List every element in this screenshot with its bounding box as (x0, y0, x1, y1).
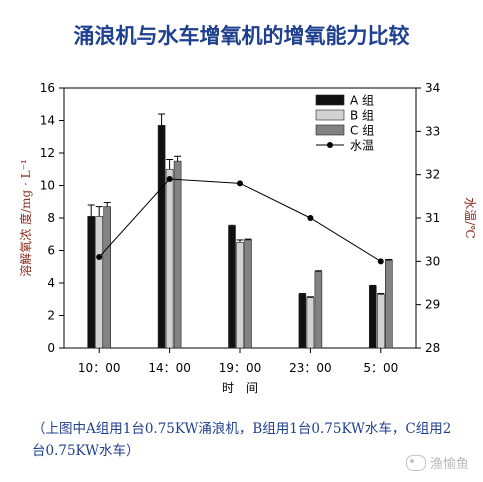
bar-3-2 (173, 160, 182, 349)
temperature-point-4 (307, 215, 314, 221)
watermark-text: 渔愉鱼 (429, 457, 469, 472)
x-tick-label: 14：00 (148, 361, 191, 375)
legend-label-2: B 组 (350, 109, 374, 123)
bar-1-2 (157, 125, 166, 349)
y2-tick-label: 34 (425, 81, 440, 95)
temperature-point-1 (96, 254, 103, 260)
y2-tick-label: 30 (425, 254, 440, 268)
bar-2-1 (95, 216, 103, 349)
bar-2-2 (165, 168, 174, 349)
dissolved-oxygen-chart: 0 2 4 6 8 10 12 14 16 28 29 30 31 32 33 34 10：00 14：00 19：… (18, 81, 477, 395)
bar-2-4 (306, 297, 315, 349)
x-tick-label: 10：00 (78, 361, 121, 375)
y-tick-label: 6 (47, 244, 55, 258)
y2-tick-label: 33 (425, 124, 440, 138)
y-tick-label: 10 (40, 179, 55, 193)
y-tick-label: 4 (47, 276, 55, 290)
x-tick-label: 5：00 (363, 361, 398, 375)
bar-1-4 (298, 294, 307, 349)
axes: 0 2 4 6 8 10 12 14 16 28 29 30 31 32 33 34 10：00 14：00 19：… (18, 81, 477, 395)
chart-caption: （上图中A组用1台0.75KW涌浪机，B组用1台0.75KW水车，C组用2台0.… (32, 421, 452, 459)
y2-tick-label: 28 (425, 341, 440, 355)
temperature-point-3 (237, 180, 243, 187)
watermark: 渔愉鱼 (405, 453, 469, 472)
legend-marker (327, 142, 333, 148)
bar-2-5 (376, 294, 385, 349)
x-tick-label: 19：00 (219, 361, 262, 375)
legend-label-1: A 组 (350, 94, 374, 108)
y-axis-title: 溶解氧浓 度/mg · L⁻¹ (18, 159, 33, 276)
legend-swatch-3 (315, 124, 345, 136)
y-tick-label: 12 (40, 146, 55, 160)
x-axis-title: 时 间 (222, 381, 258, 395)
temperature-line-layer (96, 176, 384, 265)
y2-tick-label: 32 (425, 168, 440, 182)
bar-3-4 (314, 271, 323, 349)
y-tick-label: 8 (47, 211, 55, 225)
chart-title: 涌浪机与水车增氧机的增氧能力比较 (73, 23, 410, 48)
y2-axis-title: 水温/℃ (463, 197, 477, 238)
wechat-icon (405, 454, 426, 471)
bar-3-3 (244, 239, 252, 349)
legend: A 组B 组C 组水温 (315, 94, 374, 153)
y2-tick-label: 31 (425, 211, 440, 225)
bars-layer (87, 113, 393, 349)
y-tick-label: 16 (40, 81, 55, 95)
y-tick-label: 14 (40, 114, 55, 128)
bar-2-3 (236, 242, 244, 349)
legend-label-4: 水温 (350, 139, 374, 153)
legend-swatch-1 (315, 94, 345, 106)
temperature-point-2 (166, 176, 173, 182)
bar-1-5 (368, 285, 377, 349)
bar-1-3 (228, 225, 236, 349)
y-tick-label: 2 (47, 309, 55, 323)
y-tick-label: 0 (47, 341, 55, 355)
bar-1-1 (87, 216, 95, 349)
bar-3-1 (103, 206, 111, 349)
temperature-point-5 (377, 258, 384, 265)
bar-3-5 (384, 259, 393, 349)
y2-tick-label: 29 (425, 298, 440, 312)
x-tick-label: 23：00 (289, 361, 332, 375)
legend-swatch-2 (315, 109, 345, 121)
legend-label-3: C 组 (350, 124, 374, 138)
